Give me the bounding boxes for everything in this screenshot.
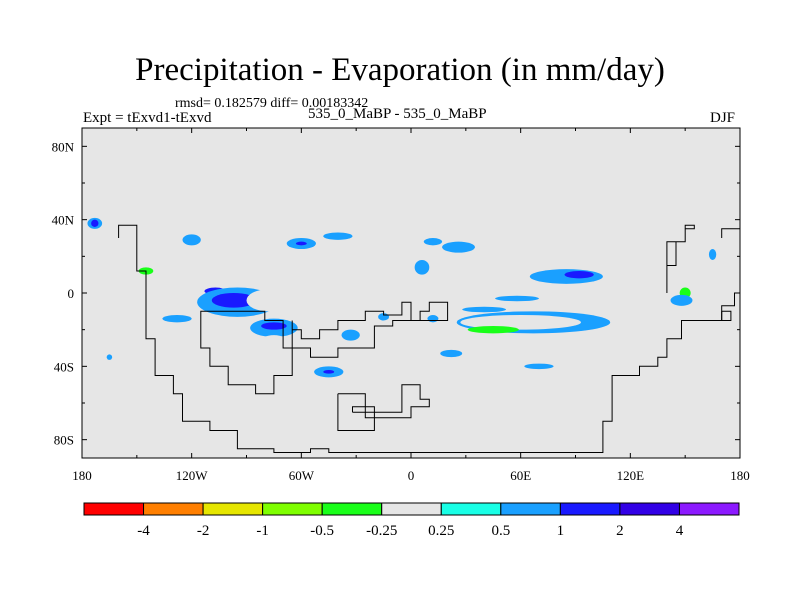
colorbar-label-3: -0.5 [310, 523, 334, 539]
colorbar-swatch-1 [143, 502, 204, 516]
colorbar-label-5: 0.25 [428, 523, 454, 539]
x-tick-label-1: 120W [176, 468, 209, 483]
colorbar-swatch-10 [678, 502, 740, 516]
contour-blob-49 [681, 205, 700, 213]
contour-blob-45 [524, 363, 554, 370]
y-tick-label-2: 0 [68, 286, 75, 301]
contour-blob-22 [246, 289, 291, 312]
colorbar-swatch-0 [83, 502, 145, 516]
coastline-east-arm [666, 224, 695, 293]
contour-blob-40 [564, 271, 594, 279]
colorbar-swatch-5 [381, 502, 442, 516]
colorbar-label-6: 0.5 [491, 523, 510, 539]
contour-blob-25 [259, 335, 289, 350]
contour-blob-55 [100, 386, 108, 391]
contour-blob-53 [670, 294, 693, 306]
y-tick-label-1: 40N [52, 213, 75, 228]
x-tick-label-4: 60E [510, 468, 531, 483]
colorbar-swatch-7 [500, 502, 561, 516]
contour-blob-10 [136, 208, 163, 213]
contour-blob-12 [315, 194, 342, 201]
coastline-americas-west [118, 224, 740, 453]
colorbar-swatch-9 [619, 502, 680, 516]
colorbar-label-7: 1 [557, 523, 565, 539]
contour-blob-1 [423, 238, 443, 246]
contour-blob-56 [106, 354, 113, 360]
contour-blob-54 [639, 298, 651, 303]
contour-blob-14 [412, 221, 428, 229]
contour-blob-50 [708, 249, 717, 260]
contour-blob-35 [460, 315, 581, 330]
coastline-east-island [721, 310, 732, 321]
contour-blob-36 [467, 326, 519, 334]
colorbar-swatch-4 [321, 502, 383, 516]
contour-blob-32 [162, 315, 192, 323]
contour-blob-38 [495, 295, 539, 302]
colorbar-label-0: -4 [137, 523, 150, 539]
colorbar-label-4: -0.25 [366, 523, 397, 539]
coastline-central-landmass [291, 301, 449, 358]
contour-blob-6 [182, 234, 201, 246]
colorbar-label-2: -1 [256, 523, 269, 539]
contour-blob-37 [462, 306, 507, 313]
coastline-south-america [200, 310, 293, 395]
x-tick-label-5: 120E [617, 468, 645, 483]
y-tick-label-4: 80S [54, 433, 74, 448]
plot-background [82, 128, 740, 458]
coastline-southern-ring [337, 384, 430, 431]
contour-blob-39 [529, 269, 603, 284]
coastline-east-coast [721, 228, 740, 238]
contour-blob-24 [261, 322, 287, 330]
colorbar-label-8: 2 [616, 523, 624, 539]
contour-blob-42 [427, 315, 439, 323]
case-label: 535_0_MaBP - 535_0_MaBP [308, 106, 487, 122]
contour-blob-51 [725, 278, 737, 290]
coastline-southern-inner [352, 406, 375, 413]
contour-blob-15 [237, 265, 256, 273]
colorbar-label-1: -2 [197, 523, 210, 539]
contour-blob-9 [105, 210, 114, 215]
contour-blob-8 [91, 219, 99, 227]
y-tick-label-0: 80N [52, 139, 75, 154]
contour-blob-5 [295, 241, 307, 246]
colorbar-swatch-8 [559, 502, 621, 516]
contour-blob-3 [323, 232, 353, 240]
colorbar-swatch-6 [440, 502, 502, 516]
contour-blob-33 [87, 318, 95, 327]
x-tick-label-2: 60W [289, 468, 315, 483]
contour-blob-11 [184, 210, 199, 215]
contour-blob-0 [442, 241, 475, 253]
y-tick-label-3: 40S [54, 359, 74, 374]
x-tick-label-3: 0 [408, 468, 415, 483]
colorbar-label-9: 4 [676, 523, 684, 539]
experiment-label: Expt = tExvd1-tExvd [83, 110, 212, 126]
contour-blob-31 [145, 302, 165, 317]
colorbar-swatch-2 [202, 502, 264, 516]
contour-blob-21 [211, 293, 256, 308]
contour-blob-28 [341, 329, 360, 341]
stats-subtitle: rmsd= 0.182579 diff= 0.00183342 [175, 96, 369, 111]
chart-title: Precipitation - Evaporation (in mm/day) [135, 52, 665, 88]
contour-blob-13 [343, 215, 369, 221]
x-tick-label-6: 180 [730, 468, 750, 483]
colorbar-swatch-3 [262, 502, 323, 516]
contour-blob-2 [414, 260, 430, 275]
contour-blob-30 [323, 370, 335, 374]
season-label: DJF [710, 110, 736, 126]
contour-blob-46 [440, 349, 463, 358]
x-tick-label-0: 180 [72, 468, 92, 483]
